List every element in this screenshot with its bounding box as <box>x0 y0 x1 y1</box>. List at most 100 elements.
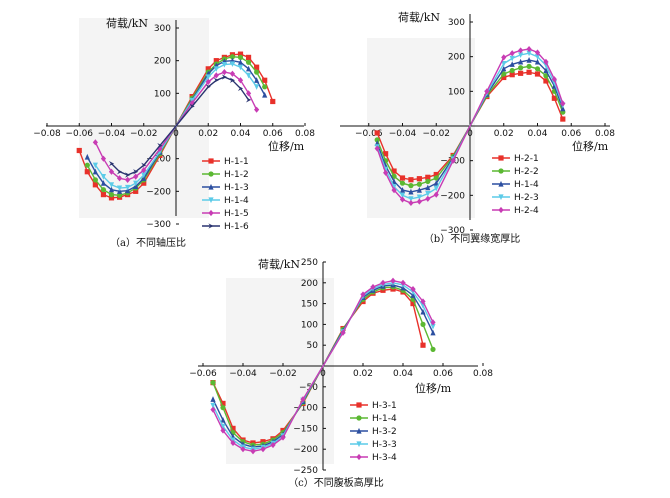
data-point <box>100 155 107 162</box>
panel-b-series <box>374 45 566 207</box>
y-tick-label: 300 <box>154 24 171 34</box>
data-point <box>116 169 123 175</box>
legend-item: H-3-2 <box>350 427 397 437</box>
data-point <box>116 185 123 192</box>
data-point <box>270 441 276 449</box>
legend-label: H-2-3 <box>514 193 539 203</box>
data-point <box>430 329 436 336</box>
data-point <box>210 396 216 402</box>
data-point <box>374 130 380 136</box>
data-point <box>534 49 541 56</box>
x-tick-label: 0.08 <box>473 369 493 379</box>
data-point <box>450 157 456 164</box>
legend-item: H-2-3 <box>492 193 539 203</box>
data-point <box>416 176 422 182</box>
data-point <box>92 139 98 146</box>
data-point <box>133 188 139 194</box>
series-line-negative <box>376 125 471 181</box>
y-tick-label: 100 <box>448 87 465 97</box>
panel-a-series <box>76 51 276 201</box>
data-point <box>221 74 227 80</box>
x-tick-label: −0.08 <box>33 129 61 139</box>
data-point <box>410 301 416 307</box>
data-point <box>221 61 227 68</box>
x-tick-label: 0.04 <box>393 369 413 379</box>
data-point <box>157 143 163 149</box>
data-point <box>408 188 414 195</box>
legend-item: H-3-4 <box>350 453 397 463</box>
y-tick-label: −150 <box>293 424 318 434</box>
legend-swatch-marker <box>356 402 362 408</box>
data-point <box>221 69 227 76</box>
panel-a-x-ticks: −0.08 −0.06 −0.04 −0.02 0 0.02 0.04 0.06 0.08 <box>33 123 315 139</box>
data-point <box>408 177 414 183</box>
series-H-1-5 <box>92 69 260 183</box>
data-point <box>245 65 252 72</box>
legend-swatch-marker <box>208 223 214 229</box>
data-point <box>92 182 98 188</box>
data-point <box>100 187 107 193</box>
data-point <box>420 321 426 327</box>
data-point <box>433 175 439 181</box>
data-point <box>125 172 131 178</box>
data-point <box>526 45 532 53</box>
panel-c: −0.06 −0.04 −0.02 0 0.02 0.04 0.06 0.08 −250 −20… <box>189 258 493 489</box>
data-point <box>92 168 98 175</box>
data-point <box>399 192 406 199</box>
data-point <box>125 184 131 191</box>
legend-item: H-1-3 <box>202 183 249 193</box>
panel-a-y-ticks: −300 −200 −100 100 200 300 <box>146 24 179 230</box>
data-point <box>213 77 219 83</box>
data-point <box>560 105 566 112</box>
series-line-positive <box>469 48 564 127</box>
data-point <box>108 182 115 188</box>
data-point <box>254 106 260 113</box>
data-point <box>229 70 236 77</box>
data-point <box>408 196 414 202</box>
data-point <box>526 63 532 69</box>
x-tick-label: 0.06 <box>561 129 581 139</box>
data-point <box>400 279 406 286</box>
series-line-positive <box>469 71 564 127</box>
data-point <box>518 52 524 59</box>
legend-swatch-marker <box>356 427 362 434</box>
data-point <box>383 169 389 176</box>
data-point <box>360 291 366 298</box>
series-line-positive <box>322 279 434 367</box>
data-point <box>551 95 557 101</box>
data-point <box>220 416 226 423</box>
data-point <box>76 147 82 154</box>
data-point <box>430 323 436 330</box>
data-point <box>116 192 123 198</box>
series-line-positive <box>469 52 564 127</box>
panel-c-caption: （c）不同腹板高厚比 <box>288 476 384 489</box>
legend-swatch-marker <box>498 180 504 187</box>
series-line-positive <box>469 59 564 127</box>
x-tick-label: −0.06 <box>189 369 217 379</box>
data-point <box>543 67 549 74</box>
data-point <box>220 427 226 434</box>
data-point <box>518 58 524 65</box>
data-point <box>509 61 515 67</box>
data-point <box>237 85 244 92</box>
data-point <box>262 77 268 83</box>
legend-label: H-1-2 <box>224 170 249 180</box>
legend-label: H-3-3 <box>372 440 397 450</box>
data-point <box>254 69 260 75</box>
y-tick-label: 300 <box>448 18 465 28</box>
data-point <box>141 162 147 168</box>
legend-label: H-3-1 <box>372 401 397 411</box>
data-point <box>430 346 436 352</box>
data-point <box>229 61 236 68</box>
data-point <box>205 84 211 90</box>
legend-swatch-marker <box>498 194 504 201</box>
data-point <box>133 180 139 187</box>
legend-label: H-1-4 <box>514 180 539 190</box>
data-point <box>408 199 414 207</box>
legend-swatch-marker <box>498 155 504 161</box>
data-point <box>240 446 246 453</box>
data-point <box>534 66 541 72</box>
series-line-negative <box>376 125 471 187</box>
legend-label: H-2-4 <box>514 206 539 216</box>
